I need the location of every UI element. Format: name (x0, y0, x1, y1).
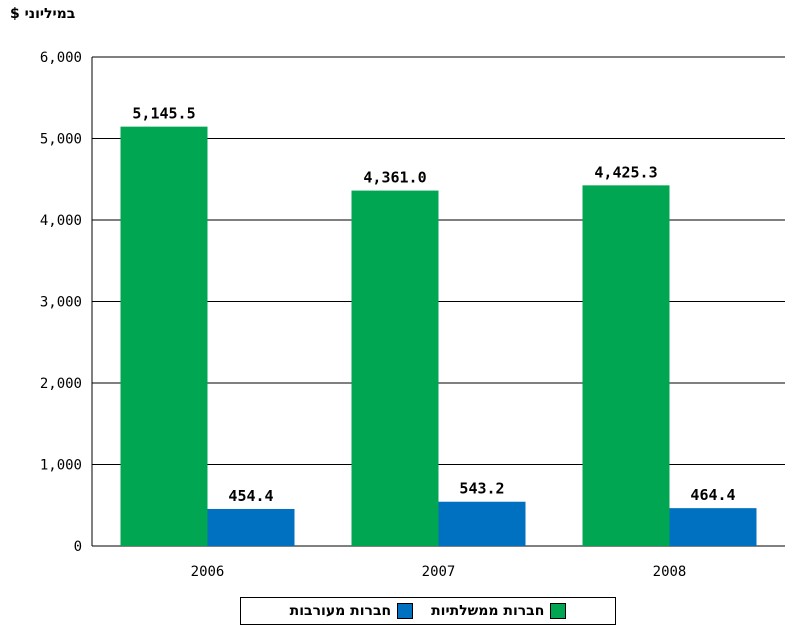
legend-swatch-mixed (397, 603, 414, 619)
y-tick-label: 0 (74, 539, 82, 555)
data-label: 543.2 (459, 480, 504, 498)
x-tick-label: 2008 (653, 564, 687, 580)
data-label: 4,361.0 (363, 169, 426, 187)
bar-mixed-2008 (669, 508, 757, 546)
y-tick-label: 3,000 (40, 295, 82, 311)
bar-government-2006 (120, 126, 208, 546)
legend-label-government: חברות ממשלתיות (431, 603, 545, 619)
legend-swatch-government (550, 603, 567, 619)
data-label: 454.4 (228, 487, 273, 505)
y-tick-label: 4,000 (40, 213, 82, 229)
data-label: 464.4 (690, 486, 735, 504)
y-axis-unit-label: במיליוני $ (10, 6, 76, 22)
y-tick-label: 6,000 (40, 50, 82, 66)
legend-label-mixed: חברות מעורבות (289, 603, 392, 619)
bar-government-2008 (582, 185, 670, 546)
x-tick-label: 2006 (191, 564, 225, 580)
legend-item-government: חברות ממשלתיות (431, 603, 567, 619)
data-label: 5,145.5 (132, 105, 195, 123)
y-tick-label: 5,000 (40, 132, 82, 148)
bar-mixed-2006 (207, 508, 295, 546)
bar-mixed-2007 (438, 501, 526, 546)
x-tick-label: 2007 (422, 564, 456, 580)
legend-item-mixed: חברות מעורבות (289, 603, 414, 619)
legend: חברות ממשלתיות חברות מעורבות (240, 597, 616, 625)
y-tick-label: 2,000 (40, 376, 82, 392)
data-label: 4,425.3 (594, 163, 657, 181)
y-tick-label: 1,000 (40, 458, 82, 474)
bar-government-2007 (351, 190, 439, 547)
